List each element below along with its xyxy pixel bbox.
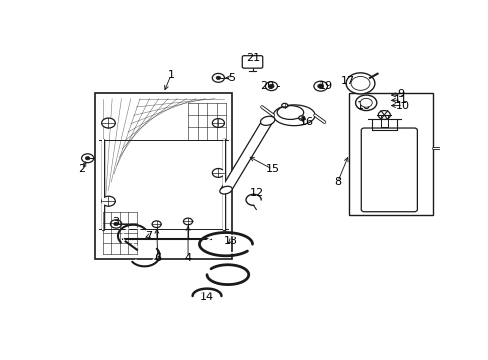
Circle shape [102,196,115,206]
FancyBboxPatch shape [242,56,262,68]
Text: 21: 21 [246,53,260,63]
Circle shape [110,220,122,228]
Text: 17: 17 [341,76,355,86]
Circle shape [114,222,118,226]
Text: 1: 1 [167,70,174,80]
Circle shape [313,81,327,91]
Circle shape [268,84,274,88]
Circle shape [378,111,389,120]
Circle shape [216,76,220,80]
Text: 3: 3 [112,217,120,227]
Circle shape [317,84,323,89]
Circle shape [81,154,94,163]
Circle shape [152,221,161,228]
Text: 16: 16 [299,117,313,127]
Text: 20: 20 [259,81,273,91]
Circle shape [298,116,304,120]
Bar [348,93,432,215]
Circle shape [350,76,369,90]
Text: 6: 6 [154,253,161,263]
Text: 9: 9 [397,90,404,99]
Bar [95,93,231,260]
Text: 2: 2 [78,164,85,174]
Circle shape [346,73,374,94]
Ellipse shape [277,105,303,120]
Text: 7: 7 [145,231,152,241]
Text: 11: 11 [393,95,407,105]
Circle shape [281,103,287,108]
Ellipse shape [273,105,314,126]
FancyBboxPatch shape [361,128,417,212]
Circle shape [212,73,224,82]
Text: 4: 4 [184,253,191,263]
Ellipse shape [260,116,274,125]
Ellipse shape [219,186,232,194]
Text: 18: 18 [356,100,370,111]
Circle shape [359,98,371,107]
Circle shape [212,168,224,177]
Circle shape [212,118,224,127]
Text: 10: 10 [395,100,409,111]
Circle shape [102,118,115,128]
Circle shape [183,218,192,225]
Text: 8: 8 [333,177,341,187]
Circle shape [265,82,277,91]
Polygon shape [221,119,272,192]
Circle shape [85,157,90,160]
Text: 12: 12 [249,188,263,198]
Text: 19: 19 [318,81,332,91]
Text: 14: 14 [200,292,214,302]
Circle shape [355,95,376,111]
Text: 15: 15 [265,164,279,174]
Text: 13: 13 [224,235,238,246]
Text: 5: 5 [228,73,235,83]
